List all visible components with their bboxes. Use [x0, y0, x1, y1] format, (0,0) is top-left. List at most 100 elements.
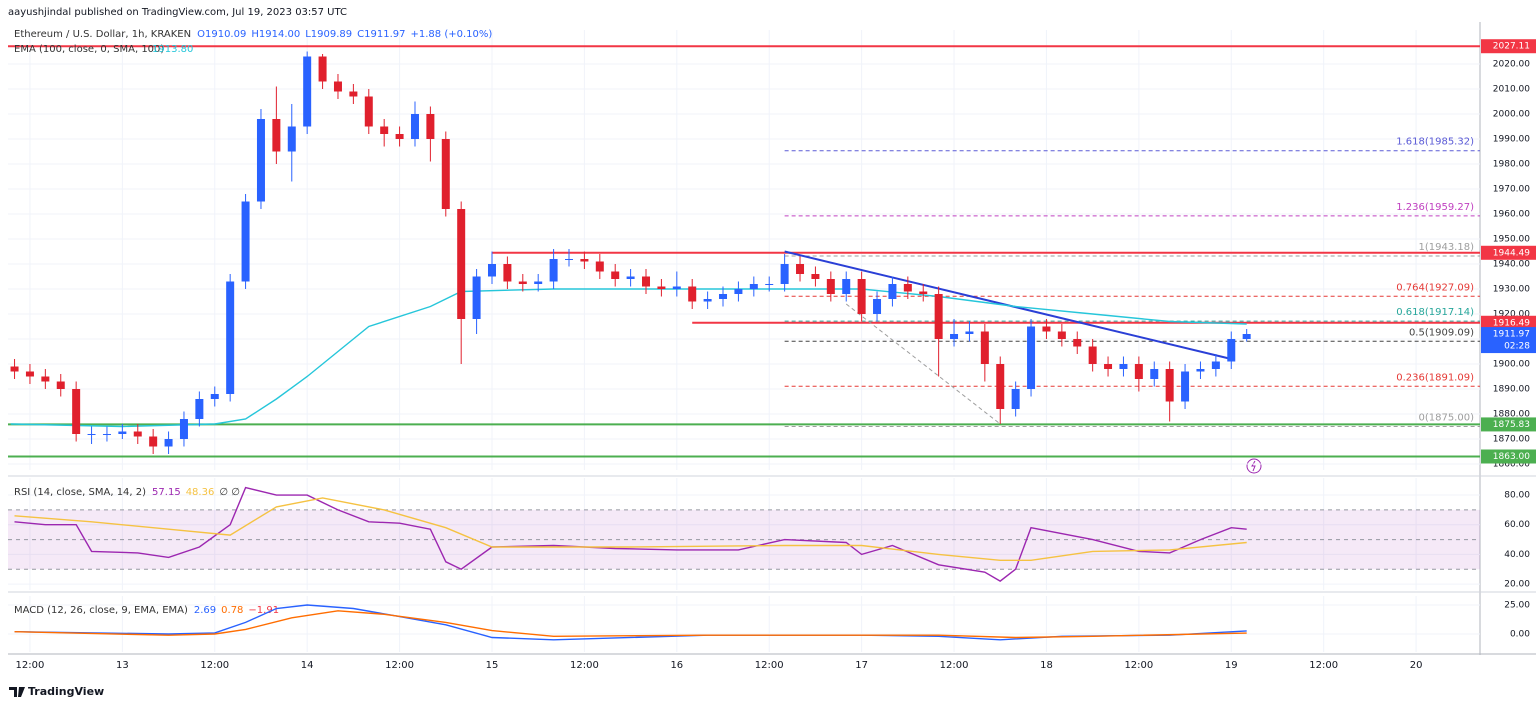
candle-body [487, 264, 496, 277]
publisher: aayushjindal published on TradingView.co… [8, 7, 347, 18]
y-tick-label: 2010.00 [1493, 85, 1530, 95]
x-tick-label: 12:00 [385, 660, 414, 671]
series-line [14, 604, 1247, 641]
y-tick-label: 1940.00 [1493, 260, 1530, 270]
legend-value: 57.15 [152, 487, 181, 498]
y-tick-label: 1900.00 [1493, 360, 1530, 370]
candle-body [395, 134, 404, 139]
y-tick-label: 80.00 [1504, 491, 1530, 501]
x-tick-label: 19 [1225, 660, 1238, 671]
x-tick-label: 17 [855, 660, 868, 671]
candle-body [287, 126, 296, 152]
fib-label: 1.236(1959.27) [1396, 202, 1474, 213]
x-tick-label: 12:00 [1124, 660, 1153, 671]
price-label: 1944.49 [1493, 248, 1530, 258]
ema-legend-value: 1913.80 [152, 44, 193, 55]
candle-body [688, 286, 697, 302]
candle-body [703, 299, 712, 302]
candle-body [518, 281, 527, 284]
candle-body [1104, 364, 1113, 369]
candle-body [10, 366, 19, 372]
candle-body [996, 364, 1005, 409]
candle-body [749, 284, 758, 289]
legend-extra: ∅ ∅ [219, 487, 240, 498]
y-tick-label: 2020.00 [1493, 60, 1530, 70]
price-label-box [1481, 245, 1536, 260]
candle-body [149, 436, 158, 447]
x-tick-label: 12:00 [200, 660, 229, 671]
candle-body [72, 389, 81, 434]
candle-body [657, 286, 666, 289]
y-tick-label: 1990.00 [1493, 135, 1530, 145]
candle-body [1242, 334, 1251, 339]
x-tick-label: 12:00 [755, 660, 784, 671]
y-tick-label: 1890.00 [1493, 385, 1530, 395]
x-tick-label: 18 [1040, 660, 1053, 671]
x-tick-label: 14 [301, 660, 314, 671]
candle-body [195, 399, 204, 419]
candle-body [595, 261, 604, 272]
fib-label: 0.5(1909.09) [1409, 327, 1474, 338]
candle-body [1119, 364, 1128, 369]
candle-body [826, 279, 835, 294]
candle-body [318, 56, 327, 82]
candle-body [842, 279, 851, 294]
candle-body [25, 371, 34, 377]
candle-body [642, 276, 651, 287]
y-tick-label: 1930.00 [1493, 285, 1530, 295]
candle-body [672, 286, 681, 289]
price-label-box [1481, 449, 1536, 464]
fib-label: 1(1943.18) [1418, 242, 1474, 253]
candle-body [580, 259, 589, 262]
candle-body [888, 284, 897, 299]
candle-body [1211, 361, 1220, 369]
candle-body [934, 294, 943, 339]
x-tick-label: 16 [670, 660, 683, 671]
candle-body [980, 331, 989, 364]
current-price-label: 1911.97 [1493, 330, 1530, 340]
candle-body [919, 291, 928, 294]
x-tick-label: 12:00 [1309, 660, 1338, 671]
price-label-box [1481, 39, 1536, 54]
x-tick-label: 12:00 [940, 660, 969, 671]
candle-body [226, 281, 235, 394]
candle-body [565, 259, 574, 260]
pane-title: Ethereum / U.S. Dollar, 1h, KRAKEN [14, 29, 191, 40]
candle-body [1196, 369, 1205, 372]
price-label: 1916.49 [1493, 318, 1530, 328]
candle-body [349, 91, 358, 97]
candle-body [364, 96, 373, 127]
fib-label: 0.618(1917.14) [1396, 307, 1474, 318]
y-tick-label: 2000.00 [1493, 110, 1530, 120]
y-tick-label: 40.00 [1504, 550, 1530, 560]
current-price-box [1481, 327, 1536, 354]
y-tick-label: 20.00 [1504, 580, 1530, 590]
candle-body [1181, 371, 1190, 402]
candle-body [534, 281, 543, 284]
candle-body [272, 119, 281, 152]
y-tick-label: 25.00 [1504, 601, 1530, 611]
y-tick-label: 1920.00 [1493, 310, 1530, 320]
pane-title: MACD (12, 26, close, 9, EMA, EMA) [14, 605, 188, 616]
candle-body [796, 264, 805, 274]
candle-body [503, 264, 512, 282]
candle-body [87, 434, 96, 435]
series-line [14, 486, 1247, 582]
candle-body [164, 439, 173, 447]
change-value: +1.88 (+0.10%) [411, 29, 493, 40]
candle-body [1088, 346, 1097, 364]
x-tick-label: 13 [116, 660, 129, 671]
candle-body [1150, 369, 1159, 379]
series-line [14, 497, 1247, 561]
price-label-box [1481, 417, 1536, 432]
candle-body [1227, 339, 1236, 362]
candle-body [1057, 331, 1066, 339]
ohlc-value: O1910.09 [197, 29, 246, 40]
candle-body [873, 299, 882, 314]
y-tick-label: 1950.00 [1493, 235, 1530, 245]
candle-body [303, 56, 312, 127]
ohlc-value: C1911.97 [357, 29, 405, 40]
candle-body [256, 119, 265, 202]
ema-legend: EMA (100, close, 0, SMA, 100) [14, 44, 164, 55]
